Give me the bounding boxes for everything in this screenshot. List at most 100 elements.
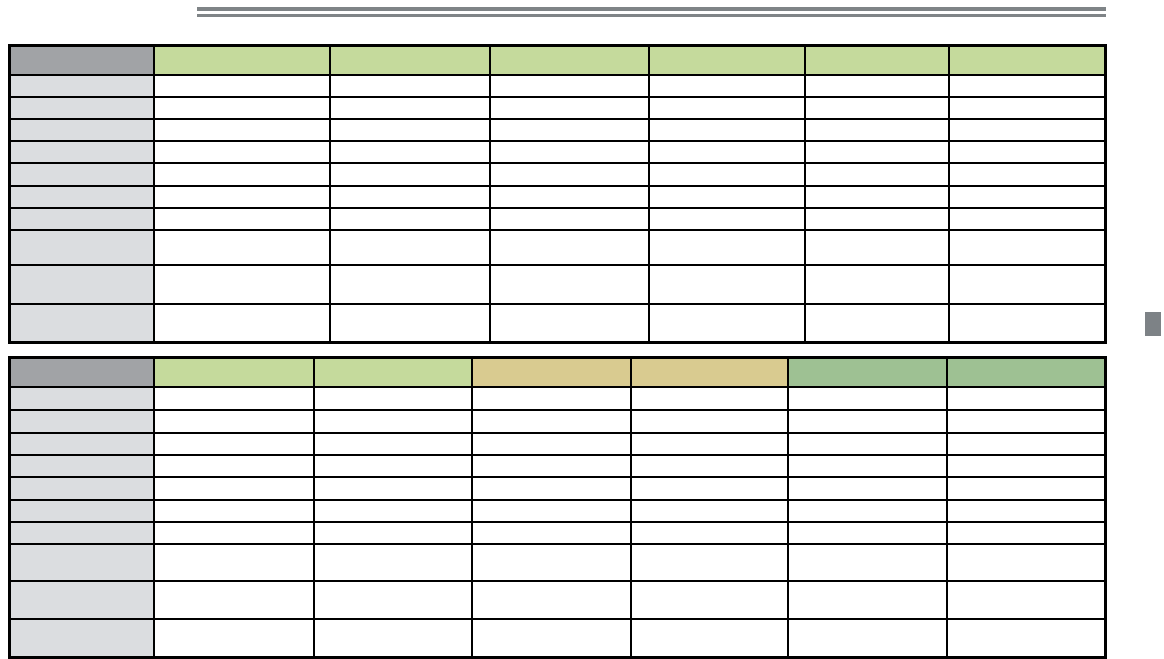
data-cell bbox=[328, 139, 491, 164]
data-cell bbox=[312, 408, 473, 434]
data-cell bbox=[786, 385, 948, 411]
data-cell bbox=[152, 617, 315, 659]
data-cell bbox=[629, 579, 789, 620]
data-cell bbox=[328, 263, 491, 305]
row-label-cell bbox=[8, 579, 155, 620]
row-label-cell bbox=[8, 161, 155, 187]
table-row bbox=[8, 95, 1107, 120]
row-label-cell bbox=[8, 475, 155, 501]
data-cell bbox=[488, 139, 650, 164]
data-cell bbox=[312, 498, 473, 523]
data-cell bbox=[328, 161, 491, 187]
row-label-cell bbox=[8, 408, 155, 434]
data-cell bbox=[786, 431, 948, 456]
data-cell bbox=[312, 453, 473, 478]
data-cell bbox=[152, 385, 315, 411]
data-cell bbox=[629, 475, 789, 501]
header-cell bbox=[488, 44, 650, 76]
data-cell bbox=[328, 206, 491, 231]
data-cell bbox=[470, 498, 632, 523]
data-cell bbox=[470, 431, 632, 456]
header-cell bbox=[470, 356, 632, 388]
corner-header-cell bbox=[8, 44, 155, 76]
table-row bbox=[8, 498, 1107, 523]
data-cell bbox=[945, 475, 1107, 501]
top-double-rule-thin-line bbox=[197, 14, 1106, 17]
row-label-cell bbox=[8, 117, 155, 142]
data-cell bbox=[328, 95, 491, 120]
data-cell bbox=[945, 385, 1107, 411]
data-cell bbox=[488, 228, 650, 266]
page-edge-tab-marker bbox=[1145, 312, 1161, 336]
data-cell bbox=[947, 302, 1107, 344]
data-cell bbox=[328, 117, 491, 142]
table-row bbox=[8, 520, 1107, 545]
header-row bbox=[8, 44, 1107, 76]
row-label-cell bbox=[8, 184, 155, 209]
data-cell bbox=[312, 542, 473, 582]
table-row bbox=[8, 73, 1107, 98]
data-cell bbox=[803, 184, 950, 209]
data-cell bbox=[312, 385, 473, 411]
upper-schedule-table bbox=[8, 44, 1107, 344]
row-label-cell bbox=[8, 520, 155, 545]
table-row bbox=[8, 206, 1107, 231]
row-label-cell bbox=[8, 139, 155, 164]
table-row bbox=[8, 579, 1107, 620]
data-cell bbox=[647, 117, 806, 142]
table-row bbox=[8, 161, 1107, 187]
data-cell bbox=[328, 302, 491, 344]
data-cell bbox=[152, 475, 315, 501]
data-cell bbox=[312, 475, 473, 501]
header-row bbox=[8, 356, 1107, 388]
data-cell bbox=[152, 453, 315, 478]
data-cell bbox=[470, 617, 632, 659]
data-cell bbox=[945, 431, 1107, 456]
header-cell bbox=[328, 44, 491, 76]
data-cell bbox=[947, 117, 1107, 142]
table-row bbox=[8, 431, 1107, 456]
header-cell bbox=[947, 44, 1107, 76]
data-cell bbox=[947, 139, 1107, 164]
data-cell bbox=[945, 453, 1107, 478]
data-cell bbox=[312, 579, 473, 620]
row-label-cell bbox=[8, 263, 155, 305]
lower-schedule-table bbox=[8, 356, 1107, 659]
data-cell bbox=[786, 453, 948, 478]
data-cell bbox=[945, 498, 1107, 523]
data-cell bbox=[786, 475, 948, 501]
data-cell bbox=[947, 161, 1107, 187]
data-cell bbox=[152, 95, 331, 120]
data-cell bbox=[803, 228, 950, 266]
row-label-cell bbox=[8, 95, 155, 120]
header-cell bbox=[945, 356, 1107, 388]
data-cell bbox=[803, 73, 950, 98]
data-cell bbox=[647, 228, 806, 266]
data-cell bbox=[629, 453, 789, 478]
table-row bbox=[8, 408, 1107, 434]
data-cell bbox=[488, 184, 650, 209]
data-cell bbox=[488, 302, 650, 344]
data-cell bbox=[647, 161, 806, 187]
data-cell bbox=[945, 579, 1107, 620]
data-cell bbox=[312, 617, 473, 659]
data-cell bbox=[647, 263, 806, 305]
table-row bbox=[8, 302, 1107, 344]
header-cell bbox=[312, 356, 473, 388]
row-label-cell bbox=[8, 73, 155, 98]
data-cell bbox=[152, 139, 331, 164]
data-cell bbox=[945, 542, 1107, 582]
data-cell bbox=[786, 617, 948, 659]
data-cell bbox=[152, 206, 331, 231]
data-cell bbox=[488, 95, 650, 120]
data-cell bbox=[488, 206, 650, 231]
row-label-cell bbox=[8, 302, 155, 344]
data-cell bbox=[470, 520, 632, 545]
header-cell bbox=[629, 356, 789, 388]
data-cell bbox=[947, 73, 1107, 98]
table-row bbox=[8, 385, 1107, 411]
table-row bbox=[8, 542, 1107, 582]
table-row bbox=[8, 228, 1107, 266]
table-row bbox=[8, 139, 1107, 164]
